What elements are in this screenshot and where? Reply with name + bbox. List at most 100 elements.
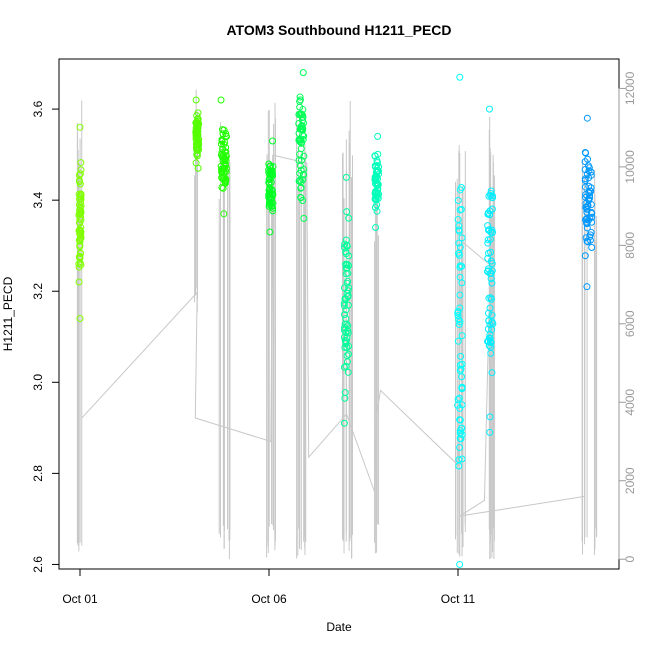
data-point xyxy=(581,158,589,166)
y-tick-label: 2.6 xyxy=(31,556,45,573)
data-point xyxy=(456,560,464,568)
data-point xyxy=(220,165,228,173)
data-point xyxy=(581,166,589,174)
data-point xyxy=(583,237,591,245)
data-point xyxy=(340,299,348,307)
data-point xyxy=(75,176,83,184)
data-point xyxy=(587,228,595,236)
data-point xyxy=(269,137,277,145)
y-axis-label: H1211_PECD xyxy=(1,276,15,351)
data-point xyxy=(267,168,275,176)
data-point xyxy=(455,227,463,235)
data-point xyxy=(75,201,83,209)
data-point xyxy=(343,344,351,352)
data-point xyxy=(268,195,276,203)
data-point xyxy=(581,252,589,260)
x-axis-label: Date xyxy=(326,620,352,634)
data-point xyxy=(77,250,85,258)
data-point xyxy=(582,149,590,157)
data-point xyxy=(374,167,382,175)
y-tick-label: 3.6 xyxy=(31,100,45,117)
data-point xyxy=(487,275,495,283)
data-point xyxy=(345,350,353,358)
data-point xyxy=(488,311,496,319)
data-point xyxy=(193,151,201,159)
data-point xyxy=(486,413,494,421)
data-point xyxy=(76,123,84,131)
data-point xyxy=(487,228,495,236)
data-point xyxy=(342,329,350,337)
data-point xyxy=(77,228,85,236)
y2-tick-label: 12000 xyxy=(623,71,637,105)
data-point xyxy=(488,369,496,377)
data-point xyxy=(485,294,493,302)
y2-tick-label: 6000 xyxy=(623,310,637,337)
data-point xyxy=(298,122,306,130)
data-point xyxy=(373,175,381,183)
data-point xyxy=(344,368,352,376)
data-point xyxy=(455,249,463,257)
data-point xyxy=(488,260,496,268)
data-point xyxy=(487,349,495,357)
data-point xyxy=(193,144,201,152)
data-point xyxy=(340,284,348,292)
data-point xyxy=(456,304,464,312)
data-point xyxy=(587,171,595,179)
data-point xyxy=(457,352,465,360)
y2-tick-label: 0 xyxy=(623,556,637,563)
y-tick-label: 3.0 xyxy=(31,374,45,391)
data-point xyxy=(266,228,274,236)
data-point xyxy=(458,424,466,432)
data-point xyxy=(265,202,273,210)
data-point xyxy=(217,96,225,104)
data-point xyxy=(76,259,84,267)
data-point xyxy=(484,267,492,275)
data-point xyxy=(458,262,466,270)
data-point xyxy=(372,223,380,231)
data-point xyxy=(76,235,84,243)
data-point xyxy=(486,211,494,219)
data-point xyxy=(583,203,591,211)
data-point xyxy=(77,159,85,167)
y2-tick-label: 4000 xyxy=(623,389,637,416)
data-point xyxy=(371,203,379,211)
data-point xyxy=(75,278,83,286)
data-point xyxy=(297,145,305,153)
data-point xyxy=(374,132,382,140)
data-point xyxy=(343,208,351,216)
y-tick-label: 2.8 xyxy=(31,465,45,482)
data-point xyxy=(218,167,226,175)
data-point xyxy=(268,170,276,178)
data-point xyxy=(455,456,463,464)
data-point xyxy=(296,93,304,101)
data-point xyxy=(373,168,381,176)
data-point xyxy=(341,344,349,352)
data-point xyxy=(458,332,466,340)
data-point xyxy=(76,227,84,235)
data-point xyxy=(295,177,303,185)
data-point xyxy=(484,236,492,244)
data-point xyxy=(588,218,596,226)
chart-title: ATOM3 Southbound H1211_PECD xyxy=(226,22,451,38)
data-point xyxy=(300,214,308,222)
y2-tick-label: 8000 xyxy=(623,232,637,259)
data-point xyxy=(192,159,200,167)
data-point xyxy=(342,264,350,272)
data-point xyxy=(221,155,229,163)
data-point xyxy=(77,230,85,238)
data-point xyxy=(586,236,594,244)
data-point xyxy=(488,326,496,334)
data-point xyxy=(296,96,304,104)
data-point xyxy=(341,394,349,402)
data-point xyxy=(458,401,466,409)
data-point xyxy=(585,196,593,204)
y2-tick-label: 2000 xyxy=(623,467,637,494)
data-point xyxy=(484,226,492,234)
data-point xyxy=(372,192,380,200)
data-point xyxy=(486,428,494,436)
data-point xyxy=(342,315,350,323)
data-point xyxy=(268,202,276,210)
data-point xyxy=(193,121,201,129)
data-point xyxy=(371,176,379,184)
y-tick-label: 3.2 xyxy=(31,283,45,300)
